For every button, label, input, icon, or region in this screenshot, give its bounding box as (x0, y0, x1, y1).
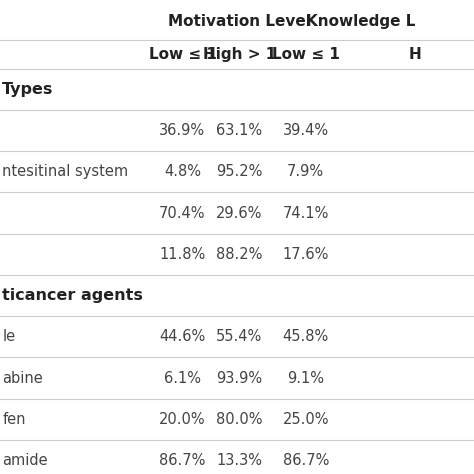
Text: H: H (409, 47, 421, 62)
Text: fen: fen (2, 412, 26, 427)
Text: 44.6%: 44.6% (159, 329, 206, 344)
Text: 6.1%: 6.1% (164, 371, 201, 385)
Text: 74.1%: 74.1% (283, 206, 329, 220)
Text: 17.6%: 17.6% (283, 247, 329, 262)
Text: 39.4%: 39.4% (283, 123, 329, 138)
Text: 20.0%: 20.0% (159, 412, 206, 427)
Text: 7.9%: 7.9% (287, 164, 324, 179)
Text: Low ≤ 1: Low ≤ 1 (148, 47, 217, 62)
Text: abine: abine (2, 371, 43, 385)
Text: ntesitinal system: ntesitinal system (2, 164, 128, 179)
Text: 70.4%: 70.4% (159, 206, 206, 220)
Text: Low ≤ 1: Low ≤ 1 (272, 47, 340, 62)
Text: 36.9%: 36.9% (159, 123, 206, 138)
Text: Types: Types (2, 82, 54, 97)
Text: 88.2%: 88.2% (216, 247, 263, 262)
Text: 4.8%: 4.8% (164, 164, 201, 179)
Text: ticancer agents: ticancer agents (2, 288, 143, 303)
Text: 13.3%: 13.3% (216, 453, 263, 468)
Text: le: le (2, 329, 16, 344)
Text: 45.8%: 45.8% (283, 329, 329, 344)
Text: 63.1%: 63.1% (216, 123, 263, 138)
Text: 55.4%: 55.4% (216, 329, 263, 344)
Text: 29.6%: 29.6% (216, 206, 263, 220)
Text: amide: amide (2, 453, 48, 468)
Text: 93.9%: 93.9% (216, 371, 263, 385)
Text: High > 1: High > 1 (203, 47, 276, 62)
Text: 86.7%: 86.7% (283, 453, 329, 468)
Text: 25.0%: 25.0% (283, 412, 329, 427)
Text: 86.7%: 86.7% (159, 453, 206, 468)
Text: 95.2%: 95.2% (216, 164, 263, 179)
Text: 80.0%: 80.0% (216, 412, 263, 427)
Text: Motivation Level: Motivation Level (168, 14, 311, 29)
Text: 9.1%: 9.1% (287, 371, 324, 385)
Text: 11.8%: 11.8% (159, 247, 206, 262)
Text: Knowledge L: Knowledge L (306, 14, 415, 29)
